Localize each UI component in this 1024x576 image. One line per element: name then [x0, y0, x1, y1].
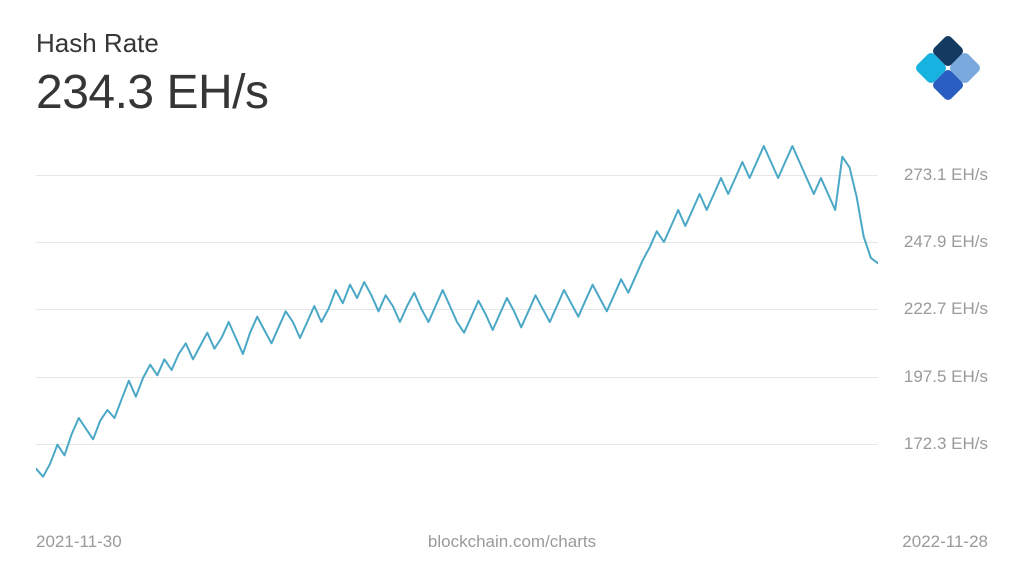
y-tick-label: 172.3 EH/s	[904, 434, 988, 454]
y-tick-label: 197.5 EH/s	[904, 367, 988, 387]
chart-value: 234.3 EH/s	[36, 65, 268, 120]
title-block: Hash Rate 234.3 EH/s	[36, 28, 268, 120]
chart-card: Hash Rate 234.3 EH/s 273.1 EH/s 247.9 EH/…	[0, 0, 1024, 576]
plot	[36, 130, 878, 490]
chart-area: 273.1 EH/s 247.9 EH/s 222.7 EH/s 197.5 EH/s…	[36, 130, 988, 490]
x-end-label: 2022-11-28	[902, 532, 988, 552]
y-tick-label: 247.9 EH/s	[904, 232, 988, 252]
line-series	[36, 146, 878, 477]
header: Hash Rate 234.3 EH/s	[36, 28, 988, 120]
chart-title: Hash Rate	[36, 28, 268, 59]
attribution: blockchain.com/charts	[428, 532, 596, 552]
footer: 2021-11-30 blockchain.com/charts 2022-11…	[36, 532, 988, 552]
x-start-label: 2021-11-30	[36, 532, 122, 552]
y-axis-labels: 273.1 EH/s 247.9 EH/s 222.7 EH/s 197.5 EH/s…	[888, 130, 988, 490]
blockchain-logo-icon	[908, 28, 988, 108]
y-tick-label: 222.7 EH/s	[904, 299, 988, 319]
y-tick-label: 273.1 EH/s	[904, 165, 988, 185]
